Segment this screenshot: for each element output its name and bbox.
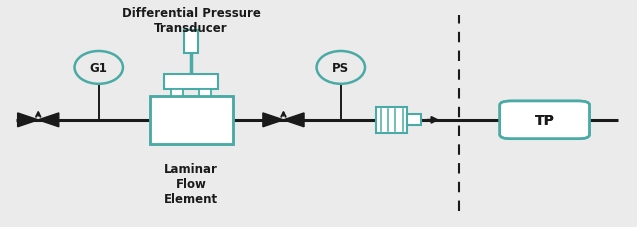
FancyBboxPatch shape — [199, 90, 211, 96]
Text: Laminar
Flow
Element: Laminar Flow Element — [164, 163, 218, 205]
FancyBboxPatch shape — [407, 115, 421, 126]
FancyBboxPatch shape — [184, 31, 198, 53]
Text: TP: TP — [534, 113, 555, 127]
Polygon shape — [18, 114, 38, 127]
Text: TP: TP — [534, 113, 555, 127]
FancyBboxPatch shape — [150, 96, 233, 144]
FancyBboxPatch shape — [499, 101, 590, 139]
Text: Differential Pressure
Transducer: Differential Pressure Transducer — [122, 7, 261, 35]
FancyBboxPatch shape — [150, 96, 233, 144]
Polygon shape — [263, 114, 283, 127]
Text: PS: PS — [333, 62, 349, 75]
FancyBboxPatch shape — [171, 90, 183, 96]
FancyBboxPatch shape — [376, 107, 407, 133]
Text: G1: G1 — [90, 62, 108, 75]
Polygon shape — [38, 114, 59, 127]
Polygon shape — [283, 114, 304, 127]
FancyBboxPatch shape — [164, 75, 218, 90]
FancyBboxPatch shape — [499, 101, 590, 139]
